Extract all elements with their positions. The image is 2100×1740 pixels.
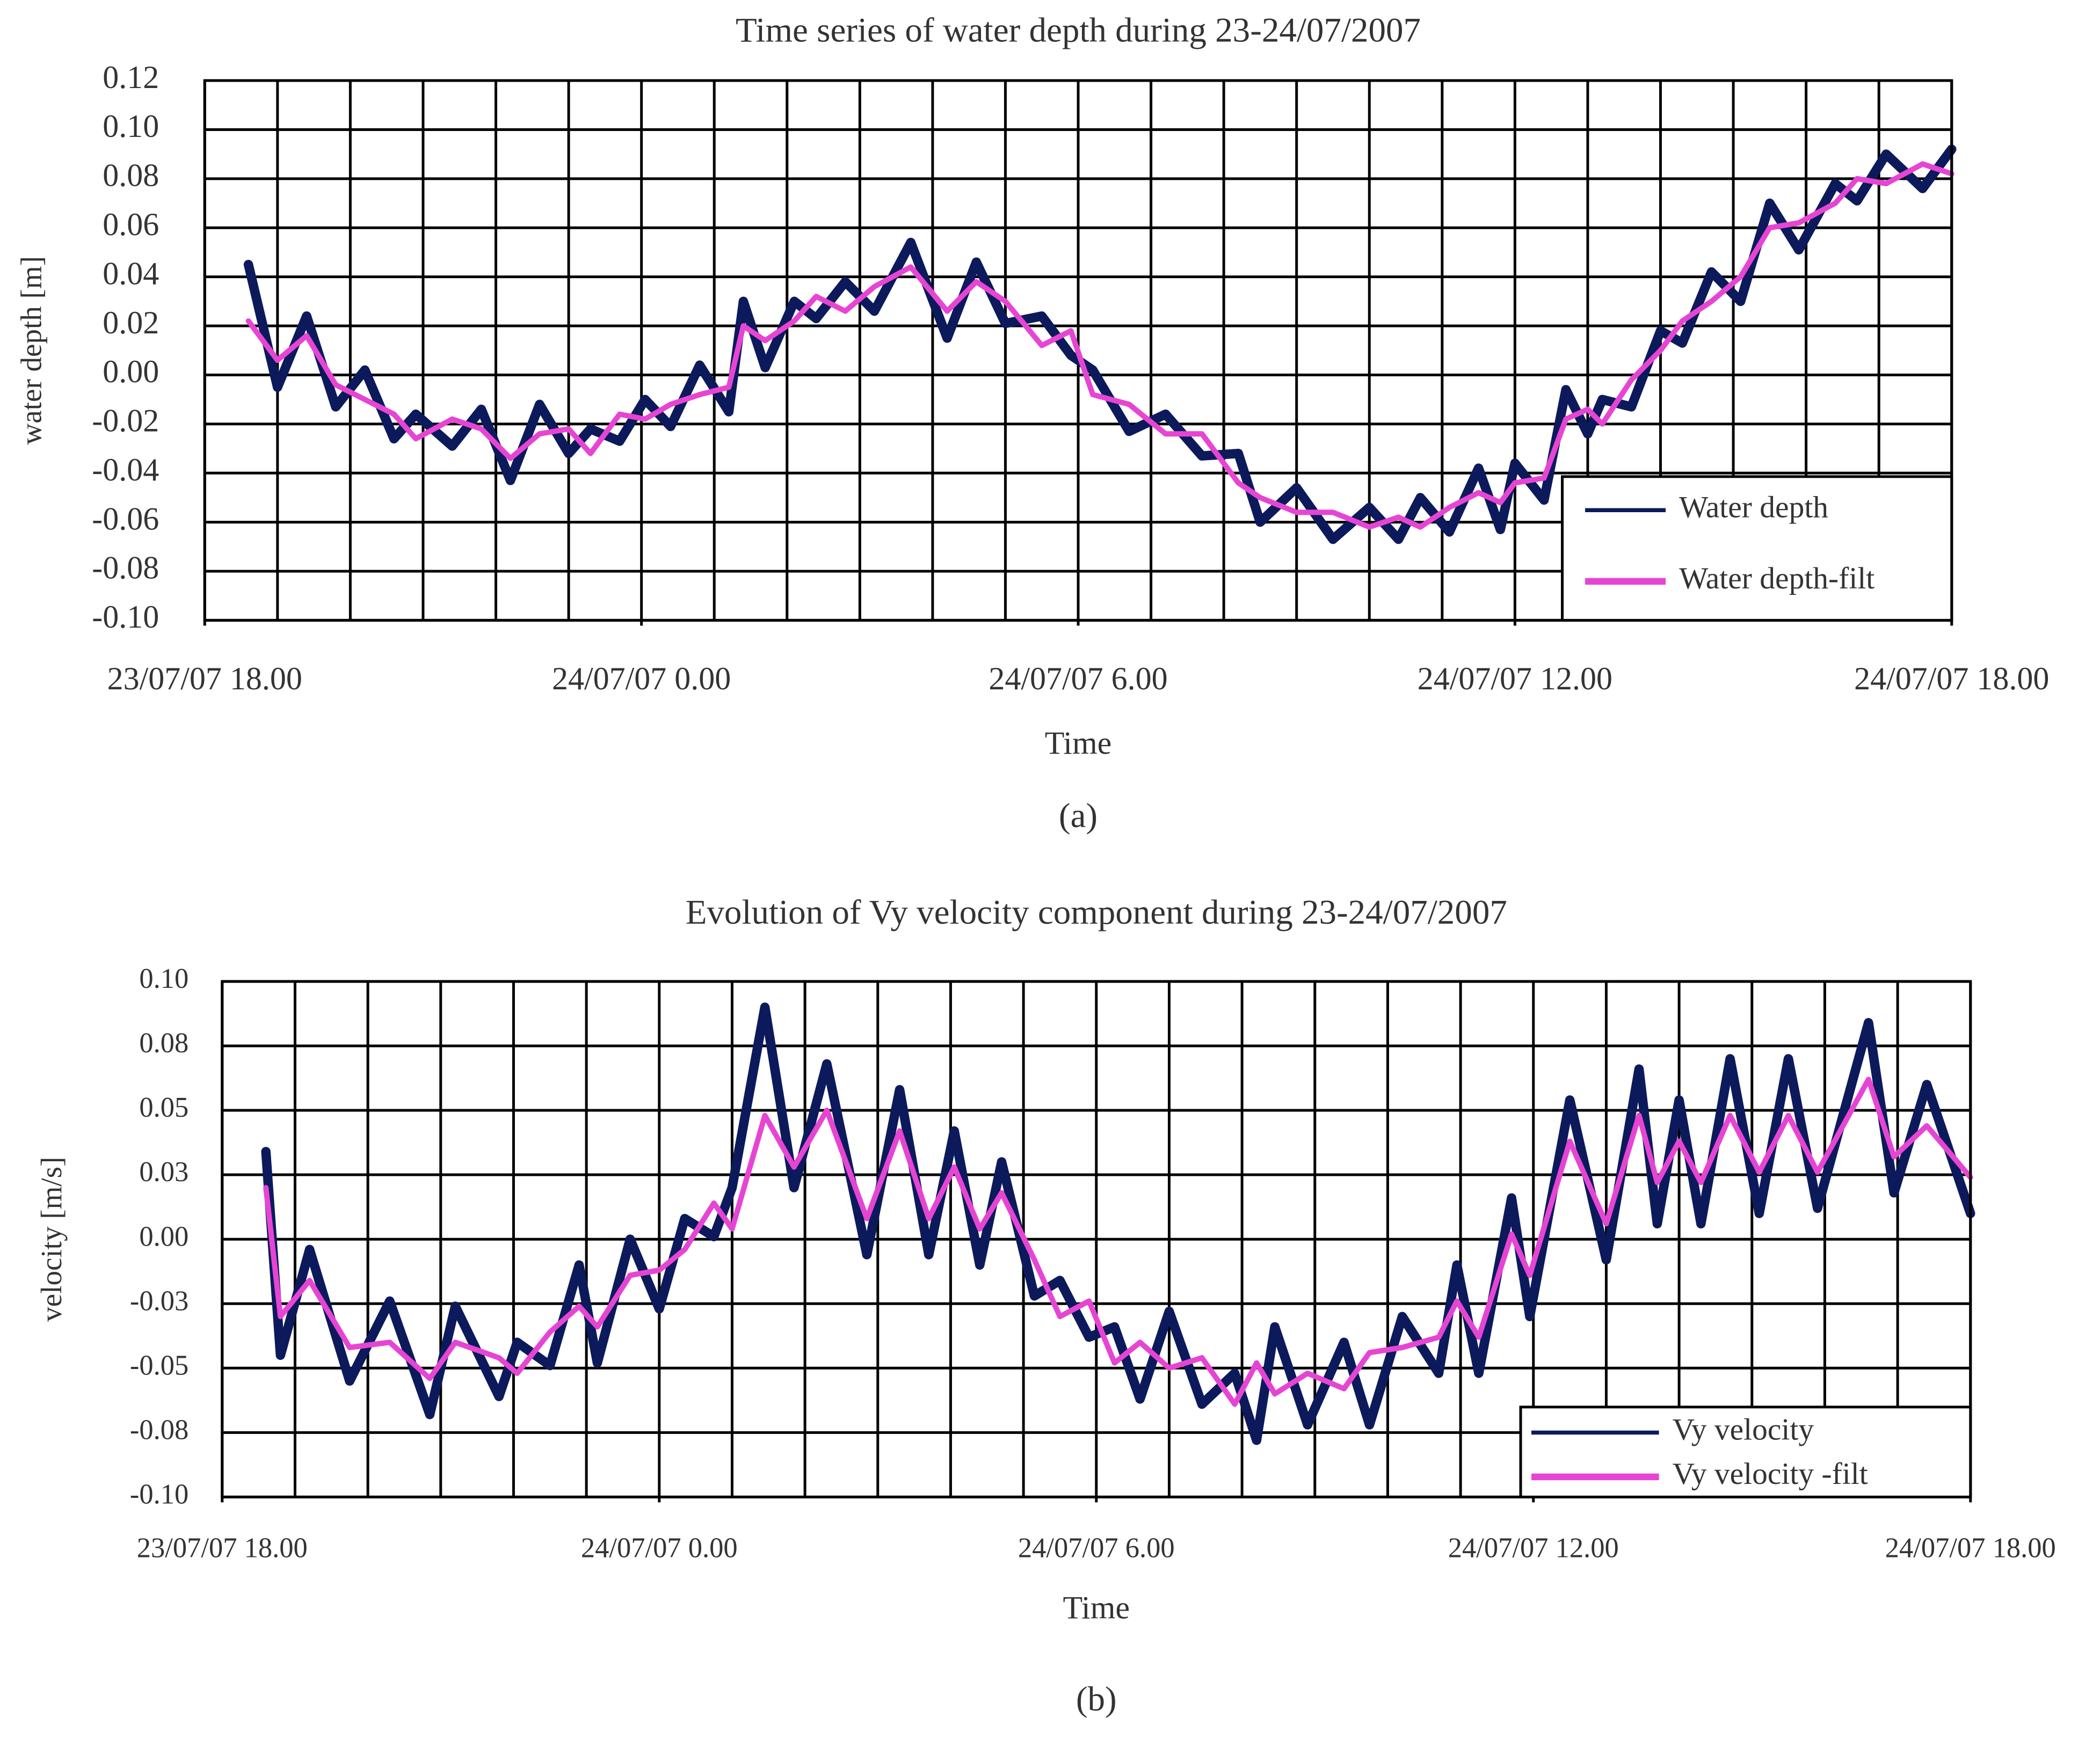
legend-label: Water depth (1679, 490, 1828, 524)
y-tick-label: 0.12 (103, 60, 159, 95)
y-tick-label: 0.06 (103, 207, 159, 242)
y-tick-label: 0.08 (139, 1028, 188, 1059)
y-tick-label: -0.03 (130, 1285, 188, 1316)
x-tick-label: 24/07/07 18.00 (1854, 661, 2049, 696)
legend-label: Vy velocity -filt (1673, 1457, 1868, 1491)
y-tick-label: 0.10 (103, 108, 159, 144)
x-tick-label: 24/07/07 6.00 (989, 661, 1167, 696)
x-tick-label: 24/07/07 18.00 (1885, 1532, 2056, 1563)
legend-label: Water depth-filt (1679, 562, 1874, 595)
raw-line (261, 1002, 1975, 1445)
legend-label: Vy velocity (1673, 1413, 1814, 1447)
x-tick-label: 24/07/07 12.00 (1418, 661, 1612, 696)
caption: (a) (1059, 796, 1098, 835)
y-tick-label: 0.00 (139, 1221, 188, 1252)
y-tick-label: -0.02 (92, 403, 159, 439)
y-tick-label: 0.04 (103, 256, 159, 291)
y-tick-label: 0.00 (103, 354, 159, 389)
y-tick-label: 0.05 (139, 1092, 188, 1123)
y-tick-label: 0.10 (139, 963, 188, 994)
chart-title: Time series of water depth during 23-24/… (736, 11, 1421, 49)
plot-frame (203, 79, 1953, 622)
y-tick-label: 0.02 (103, 305, 159, 340)
raw-line (243, 144, 1957, 544)
y-tick-label: -0.06 (92, 501, 159, 536)
y-tick-label: 0.08 (103, 158, 159, 193)
caption: (b) (1076, 1680, 1117, 1719)
y-tick-label: -0.10 (130, 1479, 188, 1510)
plot-frame (221, 980, 1972, 1498)
x-tick-label: 24/07/07 0.00 (552, 661, 731, 696)
y-axis-label: velocity [m/s] (35, 1157, 68, 1322)
x-tick-label: 24/07/07 0.00 (581, 1532, 738, 1563)
x-tick-label: 23/07/07 18.00 (107, 661, 302, 696)
x-axis-label: Time (1063, 1590, 1130, 1626)
y-tick-label: -0.05 (130, 1350, 188, 1381)
legend-box (1519, 1406, 1972, 1498)
y-tick-label: -0.08 (92, 550, 159, 586)
legend-box (1561, 475, 1953, 622)
x-tick-label: 23/07/07 18.00 (137, 1532, 308, 1563)
y-tick-label: -0.10 (92, 599, 159, 635)
y-tick-label: 0.03 (139, 1156, 188, 1188)
y-tick-label: -0.04 (92, 452, 159, 487)
y-axis-label: water depth [m] (14, 256, 47, 445)
y-tick-label: -0.08 (130, 1414, 188, 1445)
x-tick-label: 24/07/07 12.00 (1448, 1532, 1619, 1563)
x-tick-label: 24/07/07 6.00 (1018, 1532, 1175, 1563)
filtered-line (245, 161, 1954, 530)
x-axis-label: Time (1045, 725, 1112, 761)
filtered-line (263, 1076, 1973, 1407)
chart-title: Evolution of Vy velocity component durin… (686, 893, 1507, 931)
